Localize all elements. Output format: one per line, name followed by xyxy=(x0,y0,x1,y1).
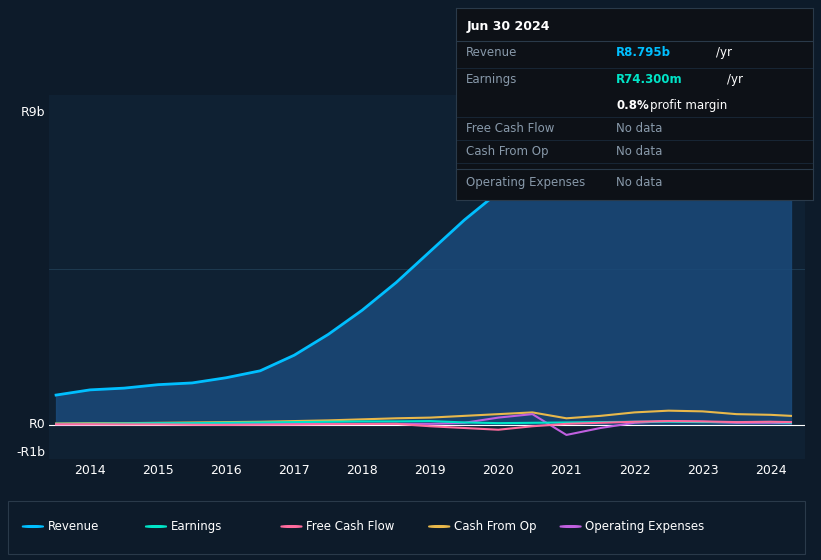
Text: 0.8%: 0.8% xyxy=(617,99,649,113)
Text: Revenue: Revenue xyxy=(48,520,99,533)
Text: Earnings: Earnings xyxy=(466,73,518,86)
Text: -R1b: -R1b xyxy=(16,446,45,459)
Circle shape xyxy=(560,526,581,528)
Text: R9b: R9b xyxy=(21,106,45,119)
Text: /yr: /yr xyxy=(717,46,732,59)
Circle shape xyxy=(22,526,44,528)
Text: profit margin: profit margin xyxy=(650,99,727,113)
Text: Free Cash Flow: Free Cash Flow xyxy=(306,520,395,533)
Text: Revenue: Revenue xyxy=(466,46,518,59)
Circle shape xyxy=(429,526,450,528)
Circle shape xyxy=(281,526,302,528)
Text: No data: No data xyxy=(617,176,663,189)
Text: Operating Expenses: Operating Expenses xyxy=(585,520,704,533)
Circle shape xyxy=(145,526,167,528)
Text: Cash From Op: Cash From Op xyxy=(466,145,549,158)
Text: R0: R0 xyxy=(29,418,45,431)
Text: R8.795b: R8.795b xyxy=(617,46,672,59)
Text: Operating Expenses: Operating Expenses xyxy=(466,176,585,189)
Text: Free Cash Flow: Free Cash Flow xyxy=(466,122,555,135)
Text: /yr: /yr xyxy=(727,73,743,86)
Text: R74.300m: R74.300m xyxy=(617,73,683,86)
Text: Earnings: Earnings xyxy=(171,520,222,533)
Text: No data: No data xyxy=(617,122,663,135)
Text: No data: No data xyxy=(617,145,663,158)
Text: Jun 30 2024: Jun 30 2024 xyxy=(466,20,550,33)
Text: Cash From Op: Cash From Op xyxy=(454,520,536,533)
